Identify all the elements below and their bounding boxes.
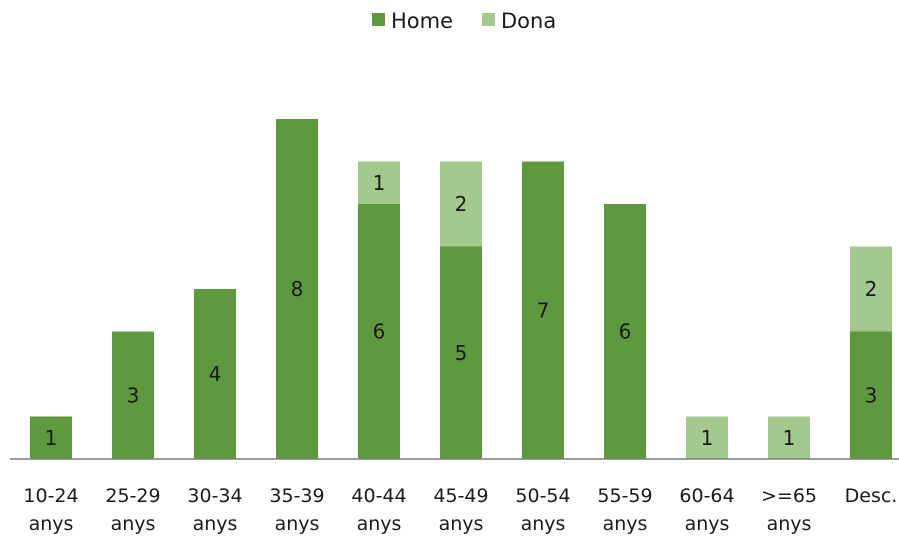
legend-label-home: Home xyxy=(391,9,453,33)
x-tick-label-1: 25-29 anys xyxy=(105,485,160,535)
data-label-home-10: 3 xyxy=(865,383,878,407)
data-label-home-6: 7 xyxy=(537,298,550,322)
x-tick-label-2: 30-34 anys xyxy=(187,485,242,535)
data-label-dona-4: 1 xyxy=(373,171,386,195)
x-tick-label-9: >=65 anys xyxy=(761,485,817,535)
bar-dona-5 xyxy=(440,161,482,247)
x-tick-label-6: 50-54 anys xyxy=(515,485,570,535)
legend-label-dona: Dona xyxy=(501,9,556,33)
x-tick-labels: 10-24 anys 25-29 anys 30-34 anys 35-39 anys 40-4… xyxy=(23,485,897,535)
x-tick-label-3: 35-39 anys xyxy=(269,485,324,535)
legend: Home Dona xyxy=(372,9,556,33)
bar-dona-10 xyxy=(850,246,892,332)
data-label-home-2: 4 xyxy=(209,362,222,386)
bar-home-1 xyxy=(112,331,154,459)
x-tick-label-10: Desc. xyxy=(845,485,898,507)
data-label-dona-9: 1 xyxy=(783,426,796,450)
bar-home-7 xyxy=(604,204,646,459)
bar-dona-4 xyxy=(358,161,400,204)
bar-home-2 xyxy=(194,289,236,459)
x-tick-label-7: 55-59 anys xyxy=(597,485,652,535)
bar-home-6 xyxy=(522,161,564,459)
data-label-home-3: 8 xyxy=(291,277,304,301)
bar-home-3 xyxy=(276,119,318,459)
data-label-home-7: 6 xyxy=(619,320,632,344)
data-label-dona-10: 2 xyxy=(865,277,878,301)
x-tick-label-0: 10-24 anys xyxy=(23,485,78,535)
legend-swatch-dona xyxy=(482,13,495,26)
legend-swatch-home xyxy=(372,13,385,26)
bar-home-10 xyxy=(850,331,892,459)
bars: 1 3 4 8 6 1 5 2 7 6 1 1 3 2 xyxy=(30,119,892,459)
data-label-home-5: 5 xyxy=(455,341,468,365)
data-label-dona-5: 2 xyxy=(455,192,468,216)
bar-home-5 xyxy=(440,246,482,459)
bar-home-0 xyxy=(30,416,72,459)
x-tick-label-8: 60-64 anys xyxy=(679,485,734,535)
data-label-home-4: 6 xyxy=(373,320,386,344)
data-label-dona-8: 1 xyxy=(701,426,714,450)
bar-dona-9 xyxy=(768,416,810,459)
bar-dona-8 xyxy=(686,416,728,459)
data-label-home-1: 3 xyxy=(127,383,140,407)
x-tick-label-5: 45-49 anys xyxy=(433,485,488,535)
data-label-home-0: 1 xyxy=(45,426,58,450)
bar-home-4 xyxy=(358,204,400,459)
x-tick-label-4: 40-44 anys xyxy=(351,485,406,535)
